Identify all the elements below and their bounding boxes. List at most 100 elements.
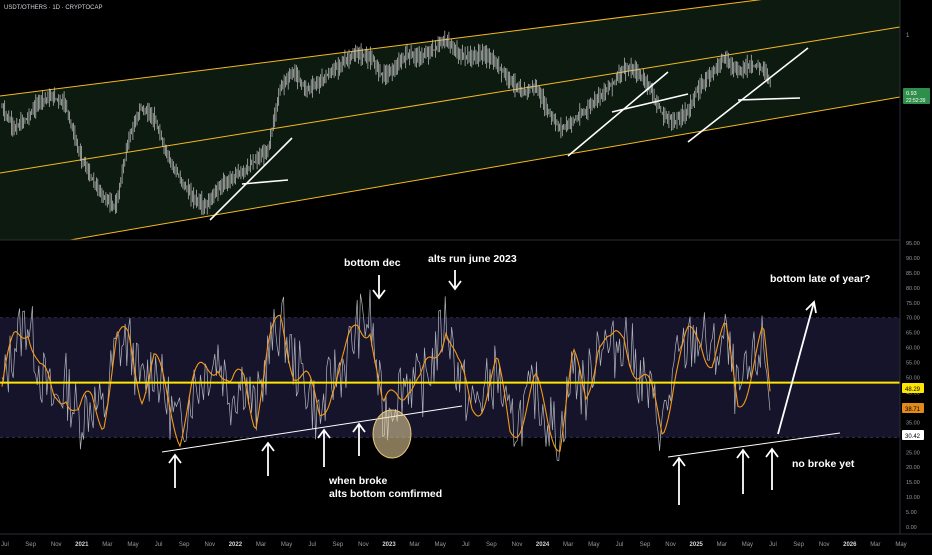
rsi-axis-tick: 65.00 [906,331,920,337]
time-axis-tick: Jul [1,542,9,548]
rsi-axis-tick: 95.00 [906,241,920,247]
trendline[interactable] [567,71,669,157]
time-axis-tick: Nov [204,542,215,548]
time-axis-tick: Sep [25,542,36,548]
time-axis-tick: Nov [512,542,523,548]
arrow-projection-head [805,300,817,314]
rsi-value-tag [902,430,924,440]
rsi-value-tag-text: 30.42 [905,434,921,440]
rsi-axis-tick: 10.00 [906,495,920,501]
rsi-trendline-old[interactable] [161,405,463,453]
last-price-value: 0.93 [906,91,917,97]
rsi-axis-tick: 60.00 [906,346,920,352]
arrow-up-4-head [352,422,366,433]
rsi-axis-tick: 70.00 [906,316,920,322]
annotation-when-broke: when broke [328,475,388,487]
trendline[interactable] [241,179,289,185]
trendline[interactable] [611,93,689,113]
time-axis-tick: Mar [409,542,419,548]
time-axis-tick: Sep [640,542,651,548]
time-axis-tick: Nov [819,542,830,548]
rsi-axis-tick: 35.00 [906,420,920,426]
annotation-bottom-late-year: bottom late of year? [770,273,870,285]
time-axis-tick: 2024 [536,542,550,548]
time-axis-tick: Mar [717,542,727,548]
arrow-up-5-head [672,456,686,467]
time-axis-tick: 2021 [75,542,89,548]
arrow-up-7-head [765,447,779,458]
time-axis-tick: Sep [793,542,804,548]
rsi-pane: bottom dec alts run june 2023 bottom late … [0,241,924,531]
time-axis-tick: Sep [332,542,343,548]
time-axis-tick: May [588,542,599,548]
time-axis-tick: Jul [769,542,777,548]
rsi-axis-tick: 80.00 [906,286,920,292]
time-axis-tick: 2023 [382,542,396,548]
rsi-axis-tick: 20.00 [906,465,920,471]
time-axis-tick: Sep [179,542,190,548]
channel-upper-line[interactable] [0,0,900,97]
rsi-trendline-new[interactable] [667,432,841,458]
channel-lower-line[interactable] [69,96,901,241]
rsi-axis-tick: 75.00 [906,301,920,307]
time-axis-tick: Mar [102,542,112,548]
rsi-value-tag [902,403,924,413]
time-axis-tick: Jul [155,542,163,548]
highlight-circle [372,409,412,459]
time-axis[interactable]: Jul Sep Nov 2021 Mar May Jul Sep Nov 2022 Mar May Ju… [0,533,932,548]
arrow-up-2-head [261,441,275,452]
arrow-down-alts-run-head [448,280,462,291]
arrow-down-bottom-dec-head [372,289,386,300]
time-axis-tick: Mar [563,542,573,548]
rsi-value-tag [902,383,924,393]
time-axis-tick: May [895,542,906,548]
time-axis-tick: Nov [665,542,676,548]
time-axis-tick: Nov [51,542,62,548]
time-axis-tick: May [281,542,292,548]
arrow-up-1-head [168,453,182,464]
trendline[interactable] [209,137,293,221]
rsi-ma-line[interactable] [1,314,771,452]
rsi-value-tag-text: 38.71 [905,407,921,413]
annotation-bottom-dec: bottom dec [344,257,401,269]
channel-middle-line[interactable] [0,26,901,174]
arrow-up-3-head [317,428,331,439]
rsi-axis-tick: 25.00 [906,450,920,456]
trendline[interactable] [737,97,801,101]
time-axis-tick: May [435,542,446,548]
rsi-axis-tick: 0.00 [906,525,917,531]
price-axis-tick: 1 [906,33,910,39]
last-price-countdown: 22:52:39 [906,98,926,104]
arrow-up-6-head [736,448,750,459]
rsi-axis-tick: 50.00 [906,376,920,382]
rsi-axis-tick: 85.00 [906,271,920,277]
time-axis-tick: Nov [358,542,369,548]
time-axis-tick: 2022 [229,542,243,548]
rsi-axis-tick: 90.00 [906,256,920,262]
time-axis-tick: Mar [870,542,880,548]
time-axis-tick: Sep [486,542,497,548]
time-axis-tick: May [742,542,753,548]
time-axis-tick: May [127,542,138,548]
time-axis-tick: Jul [616,542,624,548]
annotation-no-broke-yet: no broke yet [792,458,855,470]
rsi-axis-tick: 15.00 [906,480,920,486]
trendline[interactable] [687,47,809,143]
annotation-alts-bottom: alts bottom comfirmed [329,488,442,500]
time-axis-tick: Jul [308,542,316,548]
annotation-alts-run: alts run june 2023 [428,253,517,265]
rsi-axis-tick: 5.00 [906,510,917,516]
time-axis-tick: Jul [462,542,470,548]
arrow-projection [777,301,815,435]
time-axis-tick: Mar [256,542,266,548]
symbol-title[interactable]: USDT/OTHERS · 1D · CRYPTOCAP [4,5,103,11]
time-axis-tick: 2025 [690,542,704,548]
rsi-axis-tick: 55.00 [906,361,920,367]
time-axis-tick: 2026 [843,542,857,548]
rsi-axis-tick: 45.00 [906,390,920,396]
last-price-tag [903,88,930,104]
rsi-value-tag-text: 48.29 [905,387,921,393]
